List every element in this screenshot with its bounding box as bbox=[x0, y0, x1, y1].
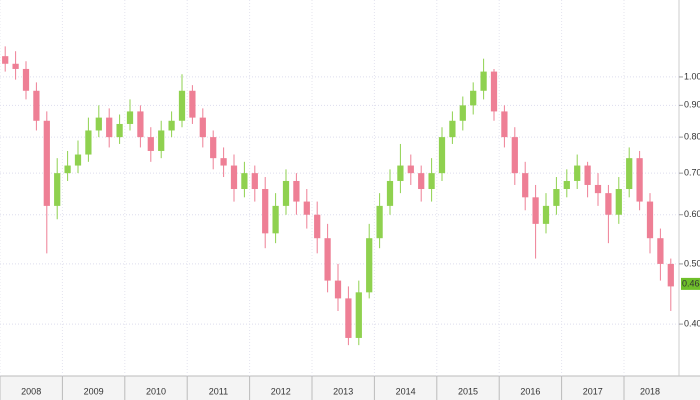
candle-body bbox=[220, 158, 227, 166]
candle-body bbox=[501, 111, 508, 138]
candle-body bbox=[470, 90, 477, 106]
candle-body bbox=[386, 180, 394, 206]
candle-body bbox=[314, 214, 321, 239]
candle-body bbox=[43, 120, 50, 206]
candle-body bbox=[158, 130, 165, 151]
x-tick-label: 2011 bbox=[209, 386, 228, 396]
candle-body bbox=[33, 90, 40, 121]
candle-body bbox=[303, 201, 310, 215]
x-tick-label: 2017 bbox=[583, 386, 603, 396]
candle-body bbox=[272, 205, 279, 234]
candle-body bbox=[594, 184, 602, 194]
y-tick-label: 0.50 bbox=[684, 258, 700, 268]
x-tick-label: 2015 bbox=[458, 386, 478, 396]
x-tick-label: 2014 bbox=[396, 386, 416, 396]
candle-body bbox=[293, 180, 300, 202]
x-tick-label: 2016 bbox=[520, 386, 540, 396]
candle-body bbox=[85, 130, 92, 155]
candle-body bbox=[262, 189, 269, 234]
candle-body bbox=[230, 165, 238, 190]
candle-body bbox=[64, 165, 71, 174]
candle-body bbox=[428, 173, 435, 190]
candle-body bbox=[646, 201, 654, 239]
candle-body bbox=[95, 117, 102, 131]
candle-body bbox=[2, 56, 9, 64]
candle-body bbox=[459, 105, 466, 121]
candle-body bbox=[54, 173, 61, 206]
candle-body bbox=[490, 71, 498, 112]
candle-body bbox=[657, 238, 664, 264]
y-tick-label: 1.00 bbox=[684, 71, 700, 81]
y-tick-label: 0.60 bbox=[684, 209, 700, 219]
candle-body bbox=[116, 123, 123, 138]
candle-body bbox=[522, 173, 529, 198]
candle-body bbox=[366, 238, 373, 293]
candle-body bbox=[282, 180, 290, 206]
candle-body bbox=[22, 68, 30, 91]
x-tick-label: 2009 bbox=[84, 386, 104, 396]
candle-body bbox=[615, 189, 622, 215]
last-value-box bbox=[681, 277, 700, 290]
candle-body bbox=[532, 197, 539, 224]
candle-body bbox=[542, 205, 550, 224]
candle-body bbox=[605, 193, 612, 215]
candle-body bbox=[449, 120, 456, 138]
candle-body bbox=[407, 165, 414, 174]
x-tick-label: 2010 bbox=[146, 386, 166, 396]
candle-body bbox=[210, 137, 217, 159]
candle-body bbox=[636, 158, 643, 202]
y-tick-label: 0.90 bbox=[684, 100, 700, 110]
candle-body bbox=[168, 120, 175, 131]
candle-body bbox=[480, 71, 487, 91]
candle-body bbox=[147, 137, 154, 151]
x-tick-label: 2018 bbox=[640, 386, 660, 396]
candle-body bbox=[355, 292, 362, 338]
time-axis-bar bbox=[0, 376, 700, 400]
y-tick-label: 0.70 bbox=[684, 168, 700, 178]
candle-body bbox=[137, 111, 144, 138]
candle-body bbox=[584, 165, 591, 185]
x-tick-label: 2012 bbox=[271, 386, 291, 396]
candle-body bbox=[199, 117, 206, 138]
candle-body bbox=[251, 173, 258, 190]
x-tick-label: 2013 bbox=[333, 386, 353, 396]
candle-body bbox=[126, 111, 134, 124]
y-tick-label: 0.80 bbox=[684, 131, 700, 141]
candle-body bbox=[12, 63, 19, 69]
candle-body bbox=[334, 280, 342, 299]
candle-body bbox=[511, 137, 518, 174]
candle-body bbox=[553, 189, 560, 206]
candle-body bbox=[626, 158, 633, 190]
candle-body bbox=[376, 205, 383, 239]
candle-body bbox=[397, 165, 404, 181]
candle-body bbox=[418, 173, 425, 190]
candle-body bbox=[563, 180, 570, 190]
candle-body bbox=[106, 117, 113, 138]
candle-body bbox=[241, 173, 248, 190]
y-tick-label: 0.40 bbox=[684, 318, 700, 328]
candle-body bbox=[438, 137, 446, 174]
last-value-label: 0.4643 bbox=[682, 278, 700, 288]
candle-body bbox=[345, 298, 352, 338]
candle-body bbox=[74, 154, 82, 166]
candle-body bbox=[574, 165, 581, 181]
candle-body bbox=[667, 263, 674, 287]
x-tick-label: 2008 bbox=[21, 386, 41, 396]
candle-body bbox=[178, 90, 186, 121]
candle-body bbox=[324, 238, 331, 281]
candle-body bbox=[189, 90, 196, 118]
